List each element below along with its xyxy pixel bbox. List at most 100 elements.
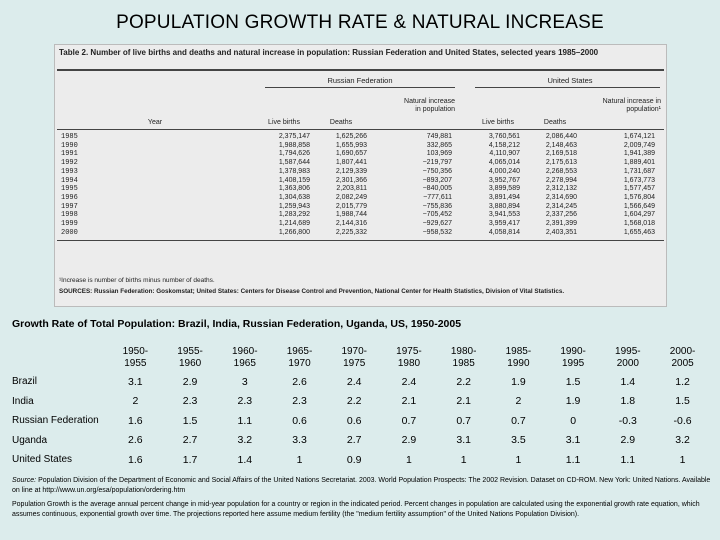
period-header: 1990- 1995 (546, 346, 601, 372)
scan-year: 1991 (61, 150, 78, 159)
period-start: 1975- (396, 346, 422, 357)
period-start: 1980- (450, 346, 477, 357)
growth-rate-cell: 2.3 (237, 395, 253, 408)
growth-rate-cell: 1.6 (128, 414, 143, 427)
scan-cell: 4,110,907 (489, 150, 520, 158)
scan-cell: 1,214,689 (278, 220, 310, 228)
scan-year: 1985 (61, 133, 78, 141)
scan-cell: −958,532 (422, 228, 452, 236)
scan-cell: 749,881 (426, 133, 452, 140)
scan-year: 1990 (61, 141, 78, 150)
scan-cell: −219,797 (422, 159, 452, 167)
growth-rate-cell: 1 (679, 453, 686, 466)
growth-rate-cell: 2.9 (401, 434, 417, 447)
period-end: 1970 (288, 358, 311, 369)
scan-cell: −777,611 (423, 193, 452, 201)
scan-cell: 1,304,638 (278, 193, 310, 201)
period-header: 2000- 2005 (655, 346, 710, 372)
scan-cell: 2,268,553 (545, 167, 577, 175)
growth-rate-cell: 2.7 (182, 434, 198, 447)
scan-cell: 1,731,687 (623, 167, 655, 175)
scan-year: 1994 (61, 176, 78, 185)
country-name: Brazil (12, 376, 38, 388)
growth-rate-cell: 2.2 (346, 395, 362, 408)
period-end: 1960 (178, 358, 202, 369)
period-header: 1995- 2000 (600, 346, 655, 372)
scan-group-russia: Russian Federation (327, 76, 393, 85)
scan-col-births-us: 3,760,561 4,158,212 4,110,907 4,065,014 4,00… (475, 133, 520, 237)
scan-cell: 1,673,773 (623, 176, 655, 184)
growth-rate-cell: 0.7 (511, 414, 526, 427)
scan-cell: 2,086,440 (545, 133, 577, 140)
period-end: 1965 (233, 358, 256, 369)
growth-rate-cell: 1.4 (620, 375, 636, 388)
growth-rate-cell: 2.2 (456, 375, 471, 388)
scan-cell: 1,266,800 (278, 228, 310, 236)
scan-col-births-ru: 2,375,147 1,988,858 1,794,626 1,587,644 1,37… (265, 133, 310, 237)
scan-cell: 2,337,256 (545, 211, 577, 219)
growth-rate-cell: 3.5 (511, 434, 526, 447)
growth-rate-cell: 1.5 (182, 414, 198, 427)
scan-cell: 4,000,240 (488, 167, 520, 175)
period-end: 1975 (343, 358, 366, 369)
growth-rate-cell: 1 (296, 453, 303, 466)
scan-cell: 1,568,018 (623, 220, 655, 228)
period-start: 1985- (505, 346, 532, 357)
country-name: India (12, 395, 34, 407)
growth-rate-cell: 0.7 (456, 414, 471, 427)
period-start: 2000- (669, 346, 696, 357)
scan-year: 1999 (61, 220, 78, 229)
growth-rate-cell: 3.2 (237, 434, 253, 447)
scan-cell: 1,655,463 (623, 228, 655, 236)
scan-rule-russia (265, 87, 455, 88)
scan-cell: 103,969 (426, 150, 452, 158)
scan-cell: 2,314,245 (545, 202, 577, 210)
growth-rate-cell: 1.7 (182, 453, 198, 466)
scan-cell: 1,259,943 (278, 202, 310, 210)
growth-rate-cell: 0.6 (346, 414, 362, 427)
period-end: 1990 (507, 358, 530, 369)
source-text: Population Division of the Department of… (12, 477, 711, 494)
scan-cell: 1,576,804 (623, 193, 655, 201)
period-start: 1990- (560, 346, 586, 357)
country-name: Russian Federation (12, 415, 99, 427)
scan-cell: 3,880,894 (488, 202, 520, 210)
scan-cell: 2,203,811 (336, 185, 367, 193)
growth-rate-cell: 1.8 (620, 395, 636, 408)
growth-rate-cell: 1.2 (675, 375, 690, 388)
scan-year: 1998 (61, 211, 78, 220)
growth-rate-cell: 2.4 (401, 375, 417, 388)
scan-cell: 2,312,132 (545, 185, 577, 193)
scan-col-deaths-ru: 1,625,266 1,655,993 1,690,657 1,807,441 2,12… (317, 133, 367, 237)
scan-cell: 1,378,983 (278, 167, 310, 175)
growth-rate-cell: 2.1 (401, 395, 417, 408)
scan-cell: 332,865 (426, 141, 452, 149)
methodology-note: Population Growth is the average annual … (12, 501, 700, 518)
growth-rate-cell: 2 (515, 395, 522, 408)
period-end: 1955 (124, 358, 147, 369)
scan-cell: 4,065,014 (488, 159, 520, 167)
period-header: 1985- 1990 (491, 346, 546, 372)
scan-cell: 2,015,779 (335, 202, 367, 210)
period-end: 2000 (616, 358, 639, 369)
scan-footnote: ¹Increase is number of births minus numb… (59, 277, 215, 284)
period-end: 1980 (397, 358, 421, 369)
scan-cell: 3,899,589 (488, 185, 520, 193)
scan-cell: 2,175,613 (545, 159, 577, 167)
period-header: 1975- 1980 (382, 346, 437, 372)
period-start: 1960- (232, 346, 258, 357)
growth-rate-cell: 2.6 (292, 375, 307, 388)
scan-cell: −893,207 (422, 176, 452, 184)
growth-rate-cell: 3.3 (292, 434, 307, 447)
scan-year: 2000 (61, 228, 78, 237)
scan-cell: −750,356 (422, 167, 452, 175)
growth-rate-cell: 1 (515, 453, 522, 466)
scan-cell: 3,760,561 (488, 133, 520, 140)
scan-cell: 1,674,121 (623, 133, 655, 140)
scan-year: 1995 (61, 185, 78, 194)
scan-cell: 4,158,212 (488, 141, 520, 149)
scan-cell: 2,403,351 (545, 228, 577, 236)
period-start: 1950- (122, 346, 149, 357)
growth-rate-cell: 1.4 (237, 453, 253, 466)
growth-rate-cell: 1.1 (565, 453, 581, 466)
